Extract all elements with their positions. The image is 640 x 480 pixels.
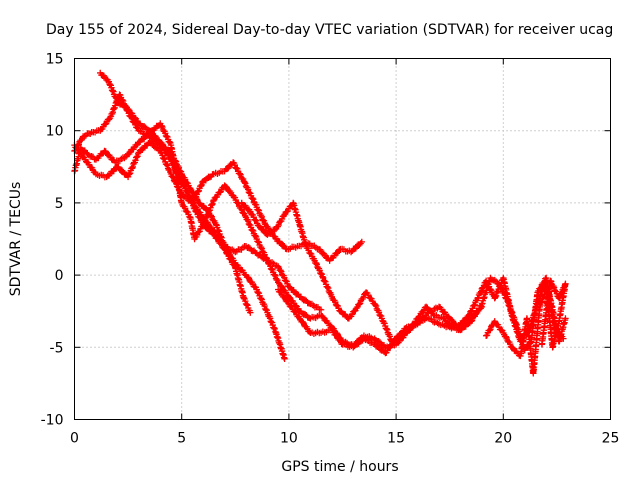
y-tick-labels: -10 -5 0 5 10 15 — [41, 52, 64, 429]
x-axis-label: GPS time / hours — [281, 459, 398, 475]
y-tick-label: 10 — [46, 124, 64, 140]
x-tick-label: 25 — [602, 431, 620, 447]
chart-title: Day 155 of 2024, Sidereal Day-to-day VTE… — [46, 22, 613, 38]
series-markers — [238, 199, 569, 345]
y-axis-label: SDTVAR / TECUs — [8, 182, 24, 297]
series-track-5 — [146, 130, 288, 363]
y-tick-label: -10 — [41, 413, 64, 429]
x-tick-label: 15 — [387, 431, 405, 447]
series-track-4 — [71, 139, 365, 264]
series-track-8 — [274, 274, 567, 357]
data-points-layer — [71, 69, 569, 377]
x-tick-label: 20 — [494, 431, 512, 447]
series-track-6 — [238, 199, 569, 345]
x-tick-labels: 0 5 10 15 20 25 — [70, 431, 619, 447]
series-track-2 — [71, 91, 325, 313]
series-markers — [71, 139, 365, 264]
y-tick-label: 0 — [55, 268, 64, 284]
x-tick-label: 0 — [70, 431, 79, 447]
series-markers — [71, 91, 325, 313]
plot-frame — [74, 58, 611, 420]
y-tick-label: 15 — [46, 52, 64, 68]
x-tick-label: 10 — [280, 431, 298, 447]
y-tick-label: -5 — [50, 340, 64, 356]
tick-layer — [74, 58, 611, 420]
x-tick-label: 5 — [177, 431, 186, 447]
grid-layer — [74, 58, 611, 420]
y-tick-label: 5 — [55, 196, 64, 212]
